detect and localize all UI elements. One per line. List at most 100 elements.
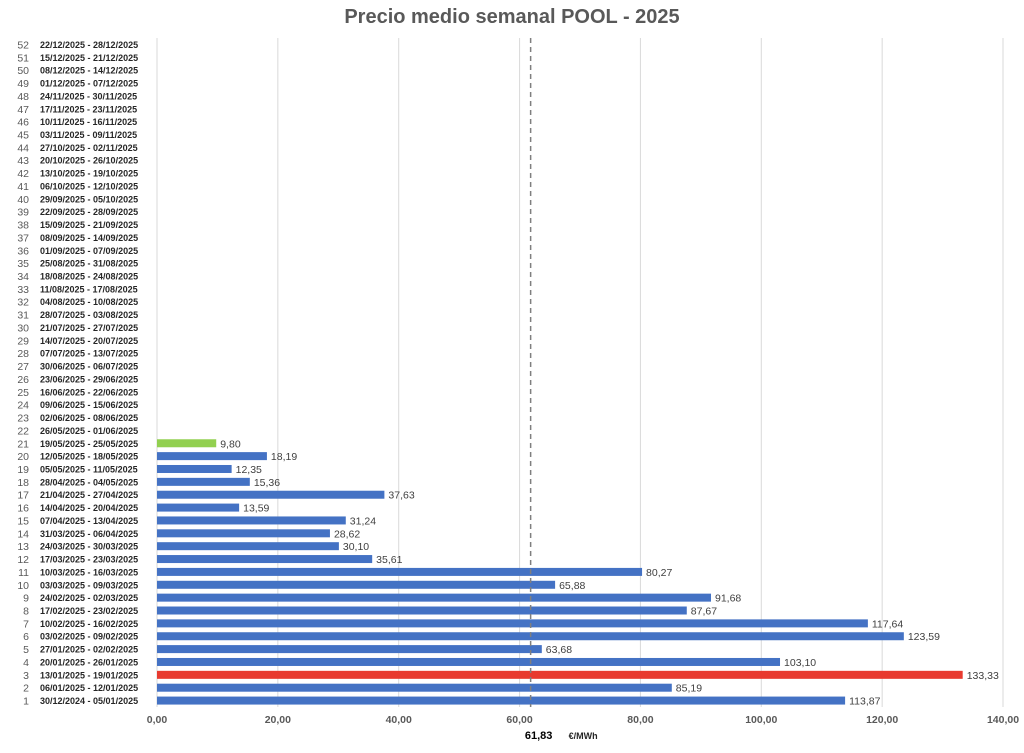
- bar: [157, 645, 542, 654]
- week-label: 15/12/2025 - 21/12/2025: [40, 53, 138, 63]
- week-label: 06/01/2025 - 12/01/2025: [40, 683, 138, 693]
- week-label: 12/05/2025 - 18/05/2025: [40, 452, 138, 462]
- week-label: 13/01/2025 - 19/01/2025: [40, 670, 138, 680]
- week-label: 20/10/2025 - 26/10/2025: [40, 156, 138, 166]
- week-number: 40: [17, 194, 29, 206]
- bar-value-label: 113,87: [849, 696, 880, 708]
- bar-value-label: 13,59: [243, 503, 269, 515]
- bar: [157, 580, 556, 589]
- week-number: 3: [23, 670, 29, 682]
- week-number: 42: [17, 168, 29, 180]
- bar-value-label: 18,19: [271, 451, 297, 463]
- x-tick-label: 20,00: [265, 714, 291, 726]
- week-label: 14/07/2025 - 20/07/2025: [40, 336, 138, 346]
- bar: [157, 606, 687, 615]
- bar-value-label: 91,68: [715, 593, 741, 605]
- week-number: 38: [17, 220, 29, 232]
- bar-value-label: 87,67: [691, 606, 717, 618]
- week-number: 2: [23, 683, 29, 695]
- week-number: 1: [23, 696, 29, 708]
- bar-value-label: 133,33: [967, 670, 999, 682]
- week-label: 20/01/2025 - 26/01/2025: [40, 657, 138, 667]
- week-label: 07/07/2025 - 13/07/2025: [40, 349, 138, 359]
- week-label: 18/08/2025 - 24/08/2025: [40, 272, 138, 282]
- week-label: 28/04/2025 - 04/05/2025: [40, 477, 138, 487]
- week-number: 25: [17, 387, 29, 399]
- bar-value-label: 37,63: [388, 490, 414, 502]
- week-number: 22: [17, 425, 29, 437]
- bar-value-label: 35,61: [376, 554, 402, 566]
- week-label: 27/10/2025 - 02/11/2025: [40, 143, 138, 153]
- week-number: 11: [18, 567, 29, 579]
- x-tick-label: 140,00: [987, 714, 1019, 726]
- week-label: 08/12/2025 - 14/12/2025: [40, 66, 138, 76]
- bar-value-label: 65,88: [559, 580, 585, 592]
- bar-value-label: 30,10: [343, 541, 369, 553]
- bar: [157, 567, 643, 576]
- week-number: 51: [17, 52, 29, 64]
- week-label: 03/11/2025 - 09/11/2025: [40, 130, 137, 140]
- week-label: 09/06/2025 - 15/06/2025: [40, 400, 138, 410]
- week-number: 30: [17, 322, 29, 334]
- week-label: 24/11/2025 - 30/11/2025: [40, 91, 137, 101]
- bar-value-label: 123,59: [908, 631, 940, 643]
- week-label: 14/04/2025 - 20/04/2025: [40, 503, 138, 513]
- x-tick-label: 40,00: [386, 714, 412, 726]
- week-label: 11/08/2025 - 17/08/2025: [40, 284, 138, 294]
- bar: [157, 477, 250, 486]
- week-number: 44: [17, 142, 29, 154]
- week-number: 31: [17, 310, 29, 322]
- week-number: 9: [23, 593, 29, 605]
- week-number: 48: [17, 91, 29, 103]
- week-number: 18: [17, 477, 29, 489]
- week-label: 23/06/2025 - 29/06/2025: [40, 374, 138, 384]
- x-tick-label: 60,00: [506, 714, 532, 726]
- bar-value-label: 63,68: [546, 644, 572, 656]
- x-tick-label: 120,00: [866, 714, 898, 726]
- week-number: 24: [17, 400, 29, 412]
- week-label: 01/09/2025 - 07/09/2025: [40, 246, 138, 256]
- bar-value-label: 80,27: [646, 567, 672, 579]
- week-number: 50: [17, 65, 29, 77]
- week-label: 21/04/2025 - 27/04/2025: [40, 490, 138, 500]
- bar: [157, 657, 781, 666]
- week-number: 47: [17, 104, 29, 116]
- week-number: 7: [23, 618, 29, 630]
- bar: [157, 683, 672, 692]
- week-number: 37: [17, 232, 29, 244]
- week-label: 15/09/2025 - 21/09/2025: [40, 220, 138, 230]
- week-label: 10/11/2025 - 16/11/2025: [40, 117, 137, 127]
- bar: [157, 619, 868, 628]
- week-label: 30/12/2024 - 05/01/2025: [40, 696, 138, 706]
- x-tick-label: 100,00: [745, 714, 777, 726]
- week-number: 16: [17, 503, 29, 515]
- week-label: 21/07/2025 - 27/07/2025: [40, 323, 138, 333]
- week-label: 27/01/2025 - 02/02/2025: [40, 645, 138, 655]
- week-number: 39: [17, 207, 29, 219]
- week-label: 24/03/2025 - 30/03/2025: [40, 542, 138, 552]
- week-label: 06/10/2025 - 12/10/2025: [40, 181, 138, 191]
- week-label: 28/07/2025 - 03/08/2025: [40, 310, 138, 320]
- bar-value-label: 103,10: [784, 657, 816, 669]
- week-label: 01/12/2025 - 07/12/2025: [40, 79, 138, 89]
- bar-value-label: 117,64: [872, 618, 903, 630]
- week-label: 22/12/2025 - 28/12/2025: [40, 40, 138, 50]
- week-label: 26/05/2025 - 01/06/2025: [40, 426, 138, 436]
- week-number: 6: [23, 631, 29, 643]
- week-label: 17/02/2025 - 23/02/2025: [40, 606, 138, 616]
- bar: [157, 439, 217, 448]
- week-label: 03/03/2025 - 09/03/2025: [40, 580, 138, 590]
- bar: [157, 555, 373, 564]
- week-number: 43: [17, 155, 29, 167]
- bar-value-label: 31,24: [350, 515, 376, 527]
- week-number: 35: [17, 258, 29, 270]
- bar: [157, 464, 232, 473]
- week-label: 17/03/2025 - 23/03/2025: [40, 555, 138, 565]
- x-axis-unit-label: €/MWh: [569, 731, 598, 741]
- week-number: 34: [17, 271, 29, 283]
- week-number: 49: [17, 78, 29, 90]
- week-number: 27: [17, 361, 29, 373]
- week-label: 19/05/2025 - 25/05/2025: [40, 439, 138, 449]
- week-number: 17: [17, 490, 29, 502]
